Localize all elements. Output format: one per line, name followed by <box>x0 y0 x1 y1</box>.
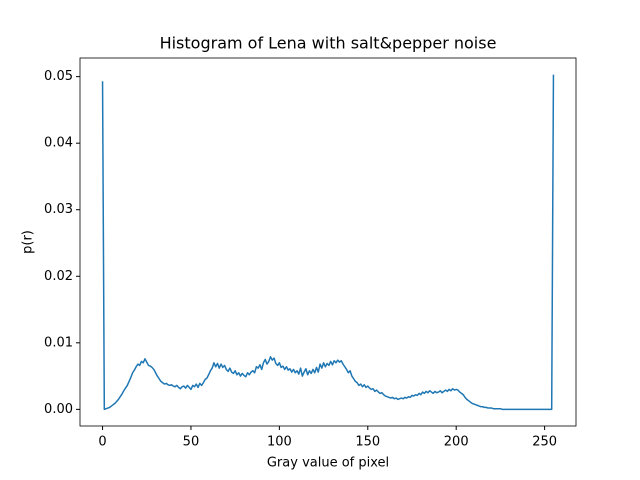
y-tick-label: 0.02 <box>44 269 73 284</box>
y-tick-label: 0.00 <box>44 402 73 417</box>
x-tick-label: 200 <box>444 435 469 450</box>
data-line <box>101 74 555 411</box>
axes-frame <box>79 57 577 427</box>
y-tick-label: 0.05 <box>44 69 73 84</box>
x-tick-label: 250 <box>532 435 557 450</box>
chart-title: Histogram of Lena with salt&pepper noise <box>160 34 497 53</box>
y-tick-label: 0.04 <box>44 136 73 151</box>
x-tick-label: 100 <box>267 435 292 450</box>
x-axis-label: Gray value of pixel <box>267 456 389 471</box>
y-tick-label: 0.03 <box>44 202 73 217</box>
x-tick-label: 0 <box>98 435 106 450</box>
x-tick-label: 150 <box>355 435 380 450</box>
x-tick-label: 50 <box>183 435 200 450</box>
y-axis-label: p(r) <box>21 230 36 254</box>
y-tick-label: 0.01 <box>44 335 73 350</box>
